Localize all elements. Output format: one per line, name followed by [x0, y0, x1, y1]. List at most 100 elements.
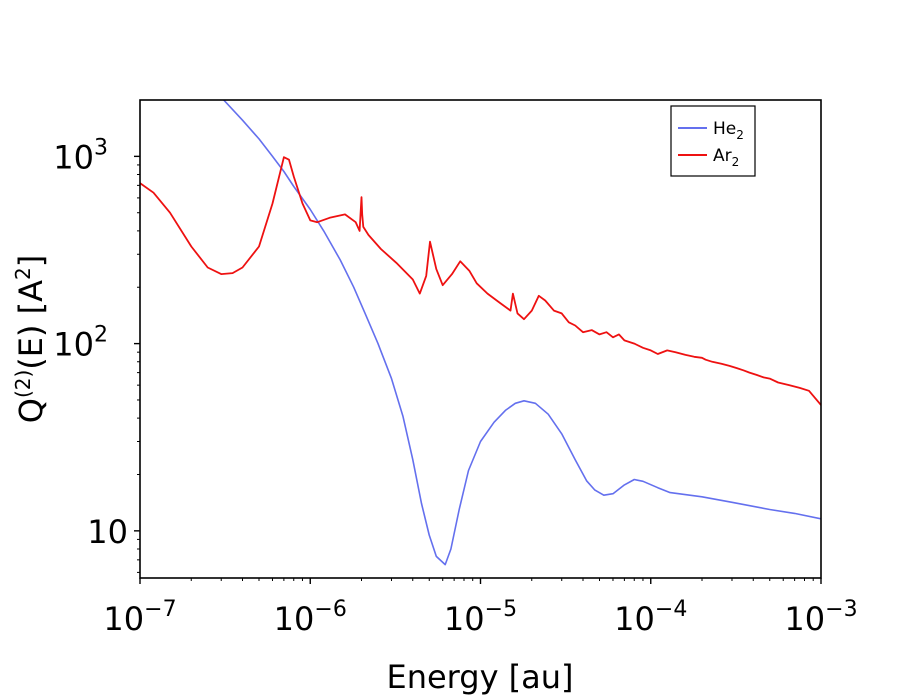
data-point-he2: [444, 563, 446, 565]
data-point-he2: [769, 508, 771, 510]
data-point-ar2: [748, 371, 750, 373]
data-point-ar2: [451, 273, 453, 275]
data-point-ar2: [769, 377, 771, 379]
data-point-he2: [435, 555, 437, 557]
data-point-he2: [283, 170, 285, 172]
y-label-rest: (E) [A: [12, 280, 50, 370]
data-point-ar2: [152, 192, 154, 194]
data-point-ar2: [808, 390, 810, 392]
data-point-ar2: [523, 318, 525, 320]
series-line-ar2: [140, 156, 821, 406]
data-point-ar2: [499, 302, 501, 304]
y-label-sup: (2): [11, 370, 35, 398]
data-point-he2: [574, 459, 576, 461]
data-point-he2: [450, 548, 452, 550]
data-point-ar2: [657, 353, 659, 355]
y-axis-label: Q(2)(E) [A2]: [11, 255, 50, 423]
data-point-he2: [258, 138, 260, 140]
data-point-ar2: [728, 365, 730, 367]
data-point-ar2: [425, 275, 427, 277]
y-tick-label: 103: [53, 135, 108, 176]
data-point-he2: [364, 312, 366, 314]
x-tick-label: 10−7: [103, 597, 176, 638]
data-point-ar2: [362, 226, 364, 228]
data-point-he2: [594, 489, 596, 491]
data-point-he2: [420, 502, 422, 504]
data-point-he2: [339, 259, 341, 261]
data-point-ar2: [568, 321, 570, 323]
legend-box: [670, 105, 756, 177]
data-point-ar2: [367, 234, 369, 236]
data-point-ar2: [618, 333, 620, 335]
data-point-ar2: [231, 272, 233, 274]
data-point-ar2: [538, 295, 540, 297]
data-point-he2: [353, 286, 355, 288]
data-point-ar2: [693, 356, 695, 358]
data-point-ar2: [516, 312, 518, 314]
data-point-ar2: [207, 266, 209, 268]
data-point-ar2: [429, 241, 431, 243]
data-point-he2: [428, 534, 430, 536]
data-point-he2: [504, 409, 506, 411]
x-tick-label: 10−5: [444, 597, 517, 638]
data-point-he2: [701, 496, 703, 498]
data-point-ar2: [316, 221, 318, 223]
data-point-ar2: [293, 175, 295, 177]
data-point-he2: [534, 402, 536, 404]
data-point-he2: [377, 342, 379, 344]
data-point-ar2: [684, 354, 686, 356]
data-point-ar2: [468, 270, 470, 272]
data-point-ar2: [666, 349, 668, 351]
data-point-ar2: [720, 363, 722, 365]
data-point-ar2: [736, 367, 738, 369]
legend-label-he2: He2: [713, 119, 744, 142]
legend: He2 Ar2: [670, 105, 756, 177]
data-point-he2: [412, 459, 414, 461]
y-tick-label: 10: [87, 513, 128, 551]
data-point-ar2: [476, 282, 478, 284]
data-point-ar2: [241, 266, 243, 268]
data-point-he2: [293, 185, 295, 187]
legend-ar2-base: Ar: [713, 146, 732, 166]
data-point-he2: [547, 413, 549, 415]
data-point-ar2: [623, 339, 625, 341]
series-layer: [140, 100, 821, 566]
data-point-ar2: [544, 299, 546, 301]
data-point-he2: [241, 119, 243, 121]
data-point-he2: [390, 377, 392, 379]
data-point-ar2: [419, 292, 421, 294]
data-point-ar2: [355, 221, 357, 223]
legend-he2-base: He: [713, 119, 736, 139]
x-tick-label: 10−4: [614, 597, 687, 638]
data-point-ar2: [309, 219, 311, 221]
y-axis-ticks: 10 102 103: [53, 135, 140, 573]
data-point-ar2: [360, 196, 362, 198]
data-point-ar2: [271, 202, 273, 204]
data-point-ar2: [459, 260, 461, 262]
data-point-he2: [669, 491, 671, 493]
data-point-he2: [793, 512, 795, 514]
data-point-ar2: [435, 268, 437, 270]
data-point-he2: [323, 230, 325, 232]
data-point-ar2: [711, 361, 713, 363]
data-point-ar2: [442, 284, 444, 286]
data-point-he2: [271, 155, 273, 157]
y-label-base: Q: [12, 398, 50, 423]
data-point-ar2: [288, 159, 290, 161]
legend-label-ar2: Ar2: [713, 146, 739, 169]
data-point-he2: [309, 208, 311, 210]
data-point-ar2: [701, 357, 703, 359]
data-point-ar2: [742, 369, 744, 371]
data-point-ar2: [650, 349, 652, 351]
data-point-ar2: [531, 309, 533, 311]
y-label-end: ]: [12, 255, 50, 267]
data-point-ar2: [612, 336, 614, 338]
data-point-ar2: [486, 292, 488, 294]
data-point-he2: [514, 402, 516, 404]
data-point-he2: [467, 469, 469, 471]
data-point-he2: [642, 480, 644, 482]
data-point-he2: [585, 480, 587, 482]
data-point-he2: [612, 493, 614, 495]
